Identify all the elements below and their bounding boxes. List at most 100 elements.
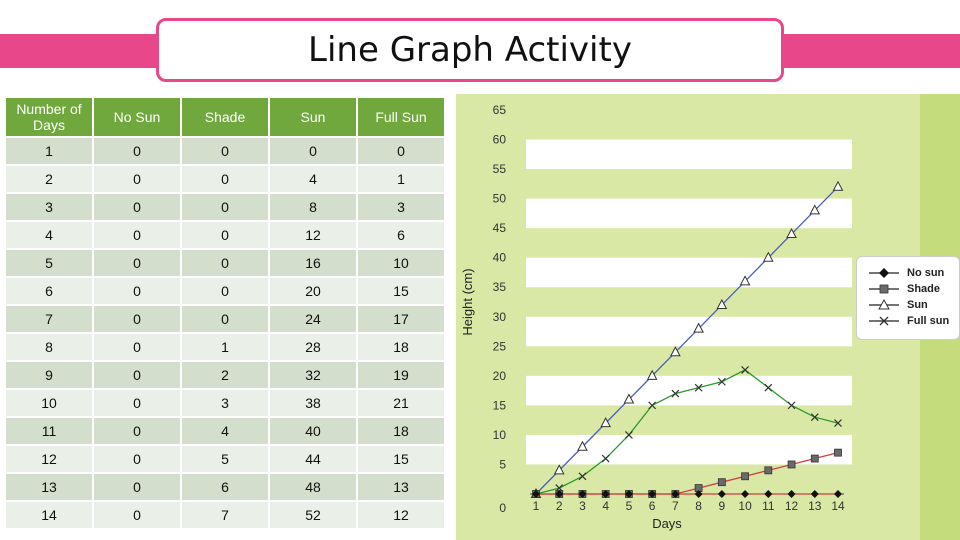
table-cell: 0	[270, 138, 356, 164]
y-tick-label: 60	[493, 133, 507, 147]
data-point-full-sun	[834, 419, 842, 428]
data-point-sun	[716, 298, 728, 309]
table-row: 12 0 5 44 15	[6, 446, 444, 472]
y-tick-label: 10	[493, 428, 507, 442]
y-tick-label: 50	[493, 192, 507, 206]
x-tick-label: 1	[533, 499, 540, 513]
y-tick-label: 5	[499, 457, 506, 471]
data-point-full-sun	[671, 389, 680, 398]
table-cell: 3	[6, 194, 92, 220]
legend-item-sun: Sun	[867, 297, 928, 313]
table-cell: 1	[358, 166, 444, 192]
legend-item-full-sun: Full sun	[867, 313, 949, 329]
header-full-sun: Full Sun	[358, 98, 444, 136]
table-cell: 7	[182, 502, 268, 528]
table-cell: 0	[182, 250, 268, 276]
table-row: 10 0 3 38 21	[6, 390, 444, 416]
table-cell: 0	[94, 474, 180, 500]
table-cell: 24	[270, 306, 356, 332]
table-cell: 28	[270, 334, 356, 360]
grid-band	[526, 316, 852, 347]
table-cell: 0	[94, 250, 180, 276]
table-cell: 0	[94, 418, 180, 444]
table-header-row: Number of Days No Sun Shade Sun Full Sun	[6, 98, 444, 136]
data-point-sun	[553, 464, 565, 475]
chart-legend: No sun Shade Sun Full sun	[856, 256, 960, 340]
data-point-full-sun	[717, 377, 726, 386]
table-cell: 15	[358, 278, 444, 304]
table-cell: 0	[94, 166, 180, 192]
table-cell: 0	[182, 222, 268, 248]
data-point-full-sun	[741, 366, 750, 374]
table-cell: 12	[358, 502, 444, 528]
table-cell: 12	[270, 222, 356, 248]
grid-band	[526, 198, 852, 229]
data-point-sun	[762, 251, 774, 262]
table-cell: 0	[182, 306, 268, 332]
table-cell: 0	[94, 446, 180, 472]
y-tick-label: 0	[499, 501, 506, 515]
table-cell: 7	[6, 306, 92, 332]
grid-band	[526, 257, 852, 288]
data-point-no-sun	[555, 490, 564, 498]
table-cell: 0	[182, 166, 268, 192]
x-tick-label: 10	[738, 499, 752, 513]
data-point-sun	[786, 227, 797, 239]
table-cell: 10	[358, 250, 444, 276]
data-point-no-sun	[578, 490, 587, 498]
data-point-sun	[670, 346, 681, 357]
table-cell: 2	[182, 362, 268, 388]
data-point-shade	[741, 472, 749, 481]
data-point-no-sun	[764, 490, 773, 498]
table-cell: 8	[6, 334, 92, 360]
table-cell: 13	[358, 474, 444, 500]
table-cell: 4	[270, 166, 356, 192]
table-cell: 12	[6, 446, 92, 472]
x-tick-label: 7	[672, 499, 679, 513]
table-row: 4 0 0 12 6	[6, 222, 444, 248]
x-tick-label: 14	[831, 499, 845, 513]
data-table: Number of Days No Sun Shade Sun Full Sun…	[4, 96, 446, 530]
table-row: 9 0 2 32 19	[6, 362, 444, 388]
table-cell: 0	[182, 194, 268, 220]
data-point-sun	[600, 417, 612, 428]
table-cell: 0	[94, 334, 180, 360]
table-cell: 40	[270, 418, 356, 444]
table-row: 7 0 0 24 17	[6, 306, 444, 332]
data-point-no-sun	[532, 490, 540, 498]
data-point-no-sun	[787, 490, 796, 498]
x-tick-label: 4	[602, 499, 609, 513]
table-cell: 0	[94, 222, 180, 248]
table-cell: 10	[6, 390, 92, 416]
x-tick-label: 13	[808, 499, 822, 513]
x-axis-label: Days	[652, 516, 682, 531]
data-point-full-sun	[624, 430, 633, 439]
table-cell: 1	[182, 334, 268, 360]
legend-item-shade: Shade	[867, 281, 940, 297]
x-tick-label: 3	[579, 499, 586, 513]
table-cell: 0	[94, 390, 180, 416]
table-cell: 0	[94, 194, 180, 220]
table-cell: 9	[6, 362, 92, 388]
table-cell: 18	[358, 418, 444, 444]
data-point-sun	[739, 275, 751, 286]
table-cell: 5	[182, 446, 268, 472]
table-cell: 6	[358, 222, 444, 248]
table-cell: 13	[6, 474, 92, 500]
table-cell: 44	[270, 446, 356, 472]
table-cell: 11	[6, 418, 92, 444]
y-tick-label: 15	[493, 398, 507, 412]
y-tick-label: 20	[493, 369, 507, 383]
data-point-full-sun	[787, 401, 796, 410]
table-cell: 6	[182, 474, 268, 500]
x-tick-label: 8	[695, 499, 702, 513]
data-point-full-sun	[578, 472, 587, 481]
table-row: 13 0 6 48 13	[6, 474, 444, 500]
y-tick-label: 25	[493, 339, 507, 353]
data-point-sun	[693, 322, 704, 333]
data-point-full-sun	[810, 413, 819, 422]
x-tick-label: 5	[626, 499, 633, 513]
table-cell: 52	[270, 502, 356, 528]
